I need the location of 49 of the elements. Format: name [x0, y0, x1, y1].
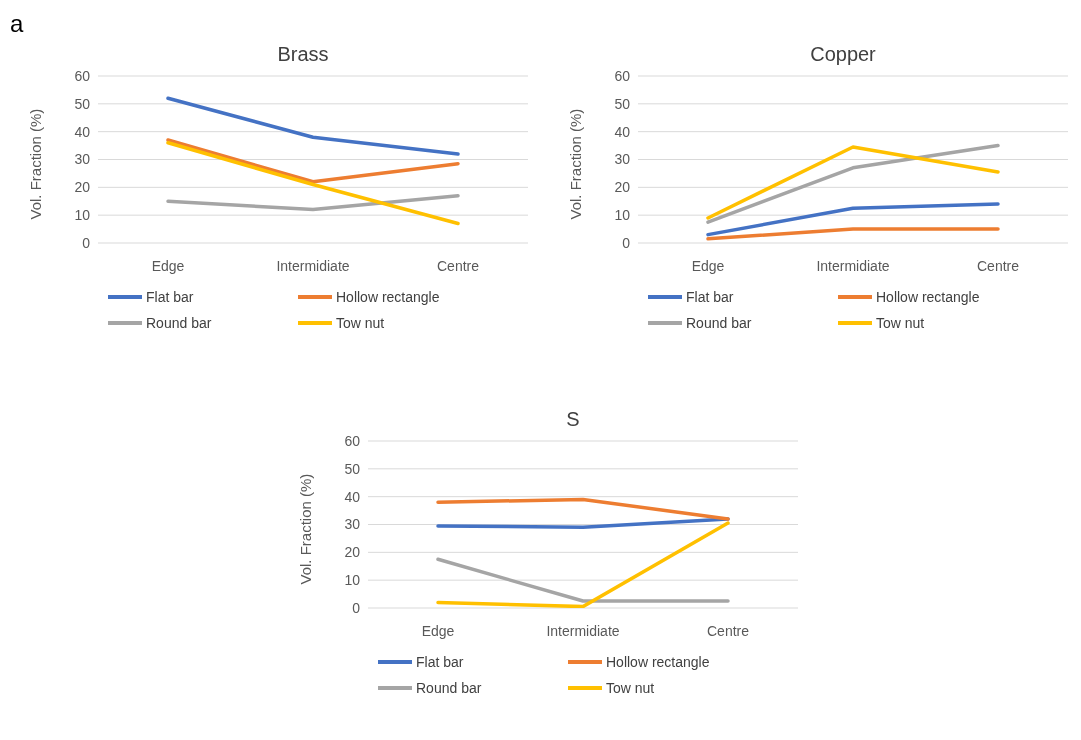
legend-label: Flat bar [416, 654, 464, 670]
legend-label: Round bar [416, 680, 482, 696]
y-tick-label: 10 [344, 572, 361, 589]
y-tick-label: 50 [344, 460, 361, 477]
legend-label: Flat bar [686, 289, 734, 305]
y-tick-label: 50 [74, 95, 91, 112]
chart-title: Copper [809, 43, 877, 66]
x-tick-label: Centre [706, 622, 750, 639]
y-tick-label: 30 [74, 151, 91, 168]
y-tick-label: 30 [614, 151, 631, 168]
y-tick-label: 20 [74, 179, 91, 196]
y-tick-label: 30 [344, 516, 361, 533]
y-tick-label: 50 [614, 95, 631, 112]
x-tick-label: Edge [151, 257, 185, 274]
y-axis-title: Vol. Fraction (%) [297, 473, 315, 585]
y-tick-label: 40 [344, 488, 361, 505]
y-tick-label: 20 [614, 179, 631, 196]
legend-label: Tow nut [606, 680, 655, 696]
x-tick-label: Edge [691, 257, 725, 274]
y-tick-label: 60 [344, 432, 361, 449]
y-axis-title: Vol. Fraction (%) [567, 108, 585, 220]
x-tick-label: Intermidiate [276, 257, 350, 274]
legend-label: Round bar [146, 315, 212, 331]
y-tick-label: 0 [352, 599, 361, 616]
legend-label: Round bar [686, 315, 752, 331]
chart-title: S [565, 408, 581, 431]
x-tick-label: Intermidiate [816, 257, 890, 274]
y-tick-label: 10 [614, 207, 631, 224]
y-tick-label: 60 [614, 67, 631, 84]
y-tick-label: 0 [82, 234, 91, 251]
legend-label: Hollow rectangle [606, 654, 710, 670]
legend-label: Hollow rectangle [876, 289, 980, 305]
x-tick-label: Edge [421, 622, 455, 639]
x-tick-label: Centre [976, 257, 1020, 274]
chart-title: Brass [276, 43, 330, 66]
legend-label: Hollow rectangle [336, 289, 440, 305]
legend-label: Tow nut [336, 315, 385, 331]
y-tick-label: 10 [74, 207, 91, 224]
y-tick-label: 40 [74, 123, 91, 140]
y-tick-label: 60 [74, 67, 91, 84]
y-tick-label: 0 [622, 234, 631, 251]
legend-label: Flat bar [146, 289, 194, 305]
text: a [10, 10, 24, 38]
y-axis-title: Vol. Fraction (%) [27, 108, 45, 220]
y-tick-label: 20 [344, 544, 361, 561]
y-tick-label: 40 [614, 123, 631, 140]
x-tick-label: Centre [436, 257, 480, 274]
legend-label: Tow nut [876, 315, 925, 331]
x-tick-label: Intermidiate [546, 622, 620, 639]
